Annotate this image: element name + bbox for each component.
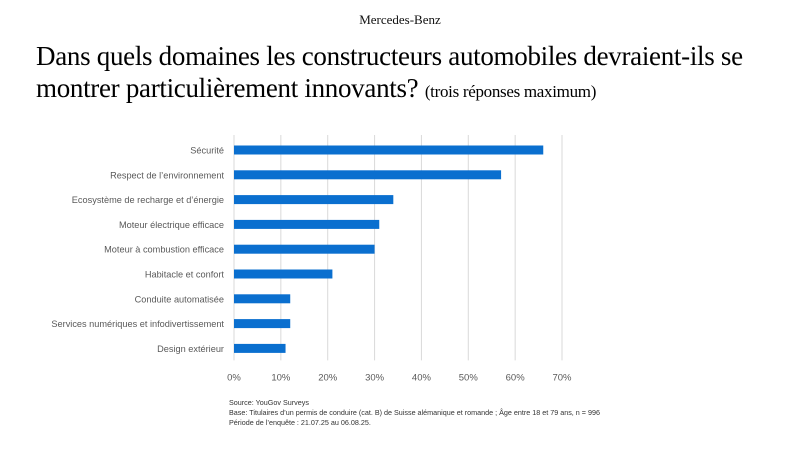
category-label: Habitacle et confort [145,270,225,280]
bar-chart: 0% 10% 20% 30% 40% 50% 60% 70% Sécurité Respect d… [51,135,572,383]
x-tick-label: 0% [227,372,241,383]
bar [234,294,291,304]
source-line: Source: YouGov Surveys [229,398,309,407]
x-tick-label: 20% [318,372,338,383]
bar [234,195,394,205]
x-tick-label: 10% [271,372,291,383]
x-tick-label: 30% [365,372,385,383]
bar [234,170,502,180]
bar [234,343,286,353]
x-tick-label: 70% [552,372,572,383]
x-tick-label: 60% [506,372,526,383]
category-label: Moteur à combustion efficace [104,245,224,255]
category-label: Services numériques et infodivertissemen… [51,319,224,329]
category-label: Ecosystème de recharge et d’énergie [72,195,224,205]
category-label: Respect de l’environnement [110,170,224,180]
title-subtitle: (trois réponses maximum) [424,82,597,101]
category-label: Design extérieur [157,344,224,354]
brand-logo-text: Mercedes-Benz [359,12,441,27]
period-line: Période de l’enquête : 21.07.25 au 06.08… [229,418,371,427]
x-tick-label: 50% [459,372,479,383]
chart-footnote: Source: YouGov Surveys Base: Titulaires … [229,398,769,428]
bar [234,244,375,254]
bar [234,145,544,155]
page-title: Dans quels domaines les constructeurs au… [36,40,776,108]
x-tick-label: 40% [412,372,432,383]
base-line: Base: Titulaires d’un permis de conduire… [229,408,600,417]
category-label: Moteur électrique efficace [119,220,224,230]
bar [234,219,380,229]
bar [234,269,333,279]
bar [234,319,291,329]
title-text: Dans quels domaines les constructeurs au… [36,41,743,103]
category-label: Conduite automatisée [135,294,224,304]
category-label: Sécurité [190,146,224,156]
